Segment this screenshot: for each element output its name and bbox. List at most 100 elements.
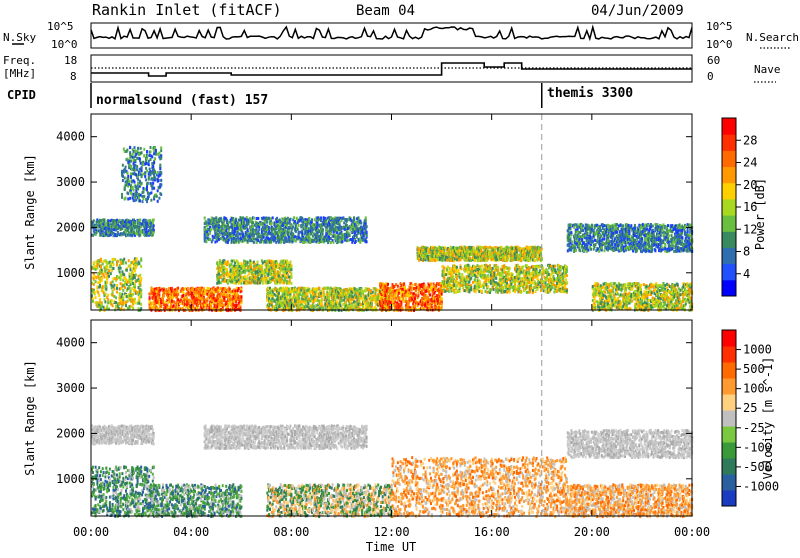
echo-cell <box>339 232 341 235</box>
echo-cell <box>292 300 294 303</box>
echo-cell <box>322 233 324 236</box>
echo-cell <box>120 278 122 281</box>
echo-cell <box>259 235 261 238</box>
echo-cell <box>96 286 98 289</box>
echo-cell <box>156 287 158 290</box>
echo-cell <box>147 154 149 157</box>
echo-cell <box>358 223 360 226</box>
echo-cell <box>356 221 358 224</box>
echo-cell <box>371 297 373 300</box>
echo-cell <box>321 238 323 241</box>
echo-cell <box>141 175 143 178</box>
echo-cell <box>360 303 362 306</box>
echo-cell <box>95 268 97 271</box>
echo-cell <box>138 297 140 300</box>
echo-cell <box>151 185 153 188</box>
echo-cell <box>244 218 246 221</box>
echo-cell <box>93 283 95 286</box>
echo-cell <box>100 260 102 263</box>
echo-cell <box>233 300 235 303</box>
echo-cell <box>316 293 318 296</box>
echo-cell <box>253 217 255 220</box>
echo-cell <box>309 237 311 240</box>
echo-cell <box>302 223 304 226</box>
echo-cell <box>312 224 314 227</box>
echo-cell <box>257 239 259 242</box>
echo-cell <box>137 182 139 185</box>
echo-cell <box>147 191 149 194</box>
echo-cell <box>229 288 231 291</box>
echo-cell <box>226 272 228 275</box>
echo-cell <box>238 262 240 265</box>
echo-cell <box>113 277 115 280</box>
echo-cell <box>121 196 123 199</box>
echo-cell <box>133 150 135 153</box>
echo-cell <box>111 284 113 287</box>
echo-cell <box>218 220 220 223</box>
echo-cell <box>146 188 148 191</box>
echo-cell <box>135 198 137 201</box>
echo-cell <box>160 146 162 149</box>
echo-cell <box>134 276 136 279</box>
echo-cell <box>98 259 100 262</box>
echo-cell <box>207 292 209 295</box>
echo-cell <box>152 178 154 181</box>
echo-cell <box>140 277 142 280</box>
power-data <box>91 146 693 312</box>
echo-cell <box>134 181 136 184</box>
radar-summary-plot: Rankin Inlet (fitACF) Beam 04 04/Jun/200… <box>0 0 800 554</box>
echo-cell <box>238 219 240 222</box>
echo-cell <box>223 296 225 299</box>
echo-cell <box>295 240 297 243</box>
echo-cell <box>347 233 349 236</box>
echo-cell <box>240 288 242 291</box>
echo-cell <box>108 275 110 278</box>
echo-cell <box>210 228 212 231</box>
echo-cell <box>129 197 131 200</box>
echo-cell <box>138 275 140 278</box>
echo-cell <box>134 159 136 162</box>
echo-cell <box>138 293 140 296</box>
echo-cell <box>112 228 114 231</box>
echo-cell <box>129 273 131 276</box>
echo-cell <box>318 218 320 221</box>
echo-cell <box>97 291 99 294</box>
echo-cell <box>143 195 145 198</box>
echo-cell <box>135 173 137 176</box>
echo-cell <box>330 241 332 244</box>
echo-cell <box>125 181 127 184</box>
echo-cell <box>346 289 348 292</box>
echo-cell <box>110 265 112 268</box>
echo-cell <box>152 182 154 185</box>
echo-cell <box>240 298 242 301</box>
echo-cell <box>127 307 129 310</box>
echo-cell <box>240 221 242 224</box>
echo-cell <box>119 292 121 295</box>
echo-cell <box>144 188 146 191</box>
echo-cell <box>301 232 303 235</box>
beam-title: Beam 04 <box>356 3 415 19</box>
echo-cell <box>333 231 335 234</box>
echo-cell <box>142 187 144 190</box>
echo-cell <box>266 228 268 231</box>
echo-cell <box>252 221 254 224</box>
echo-cell <box>130 305 132 308</box>
echo-cell <box>346 298 348 301</box>
echo-cell <box>123 258 125 261</box>
echo-cell <box>366 231 368 234</box>
echo-cell <box>126 149 128 152</box>
echo-cell <box>125 166 127 169</box>
echo-cell <box>299 304 301 307</box>
echo-cell <box>134 164 136 167</box>
echo-cell <box>129 146 131 149</box>
echo-cell <box>100 233 102 236</box>
echo-cell <box>143 148 145 151</box>
echo-cell <box>263 236 265 239</box>
echo-cell <box>160 193 162 196</box>
echo-cell <box>153 219 155 222</box>
echo-cell <box>243 222 245 225</box>
echo-cell <box>128 180 130 183</box>
echo-cell <box>112 280 114 283</box>
echo-cell <box>150 146 152 149</box>
echo-cell <box>237 231 239 234</box>
